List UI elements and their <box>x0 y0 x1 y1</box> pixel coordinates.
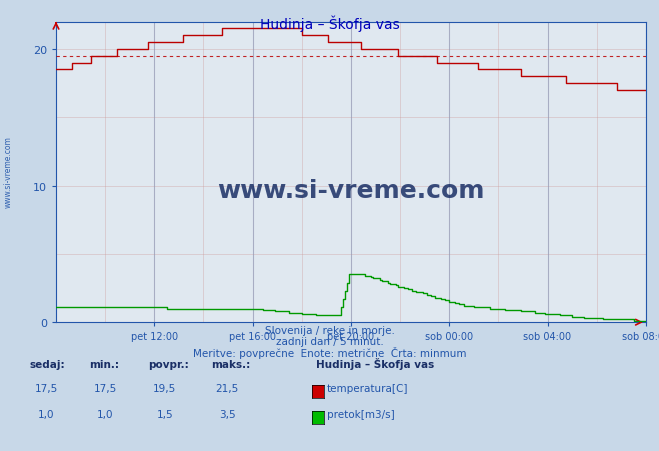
Text: 19,5: 19,5 <box>153 383 177 393</box>
Text: www.si-vreme.com: www.si-vreme.com <box>217 179 484 202</box>
Text: maks.:: maks.: <box>211 359 250 369</box>
Text: Meritve: povprečne  Enote: metrične  Črta: minmum: Meritve: povprečne Enote: metrične Črta:… <box>192 346 467 359</box>
Text: pretok[m3/s]: pretok[m3/s] <box>327 409 395 419</box>
Text: 1,5: 1,5 <box>156 409 173 419</box>
Text: Hudinja – Škofja vas: Hudinja – Škofja vas <box>260 16 399 32</box>
Text: 21,5: 21,5 <box>215 383 239 393</box>
Text: povpr.:: povpr.: <box>148 359 189 369</box>
Text: min.:: min.: <box>89 359 119 369</box>
Text: 1,0: 1,0 <box>97 409 114 419</box>
Text: Hudinja – Škofja vas: Hudinja – Škofja vas <box>316 358 434 369</box>
Text: 3,5: 3,5 <box>219 409 236 419</box>
Text: www.si-vreme.com: www.si-vreme.com <box>3 135 13 207</box>
Text: zadnji dan / 5 minut.: zadnji dan / 5 minut. <box>275 336 384 346</box>
Text: 17,5: 17,5 <box>34 383 58 393</box>
Text: temperatura[C]: temperatura[C] <box>327 383 409 393</box>
Text: 17,5: 17,5 <box>94 383 117 393</box>
Text: 1,0: 1,0 <box>38 409 55 419</box>
Text: sedaj:: sedaj: <box>30 359 65 369</box>
Text: Slovenija / reke in morje.: Slovenija / reke in morje. <box>264 326 395 336</box>
